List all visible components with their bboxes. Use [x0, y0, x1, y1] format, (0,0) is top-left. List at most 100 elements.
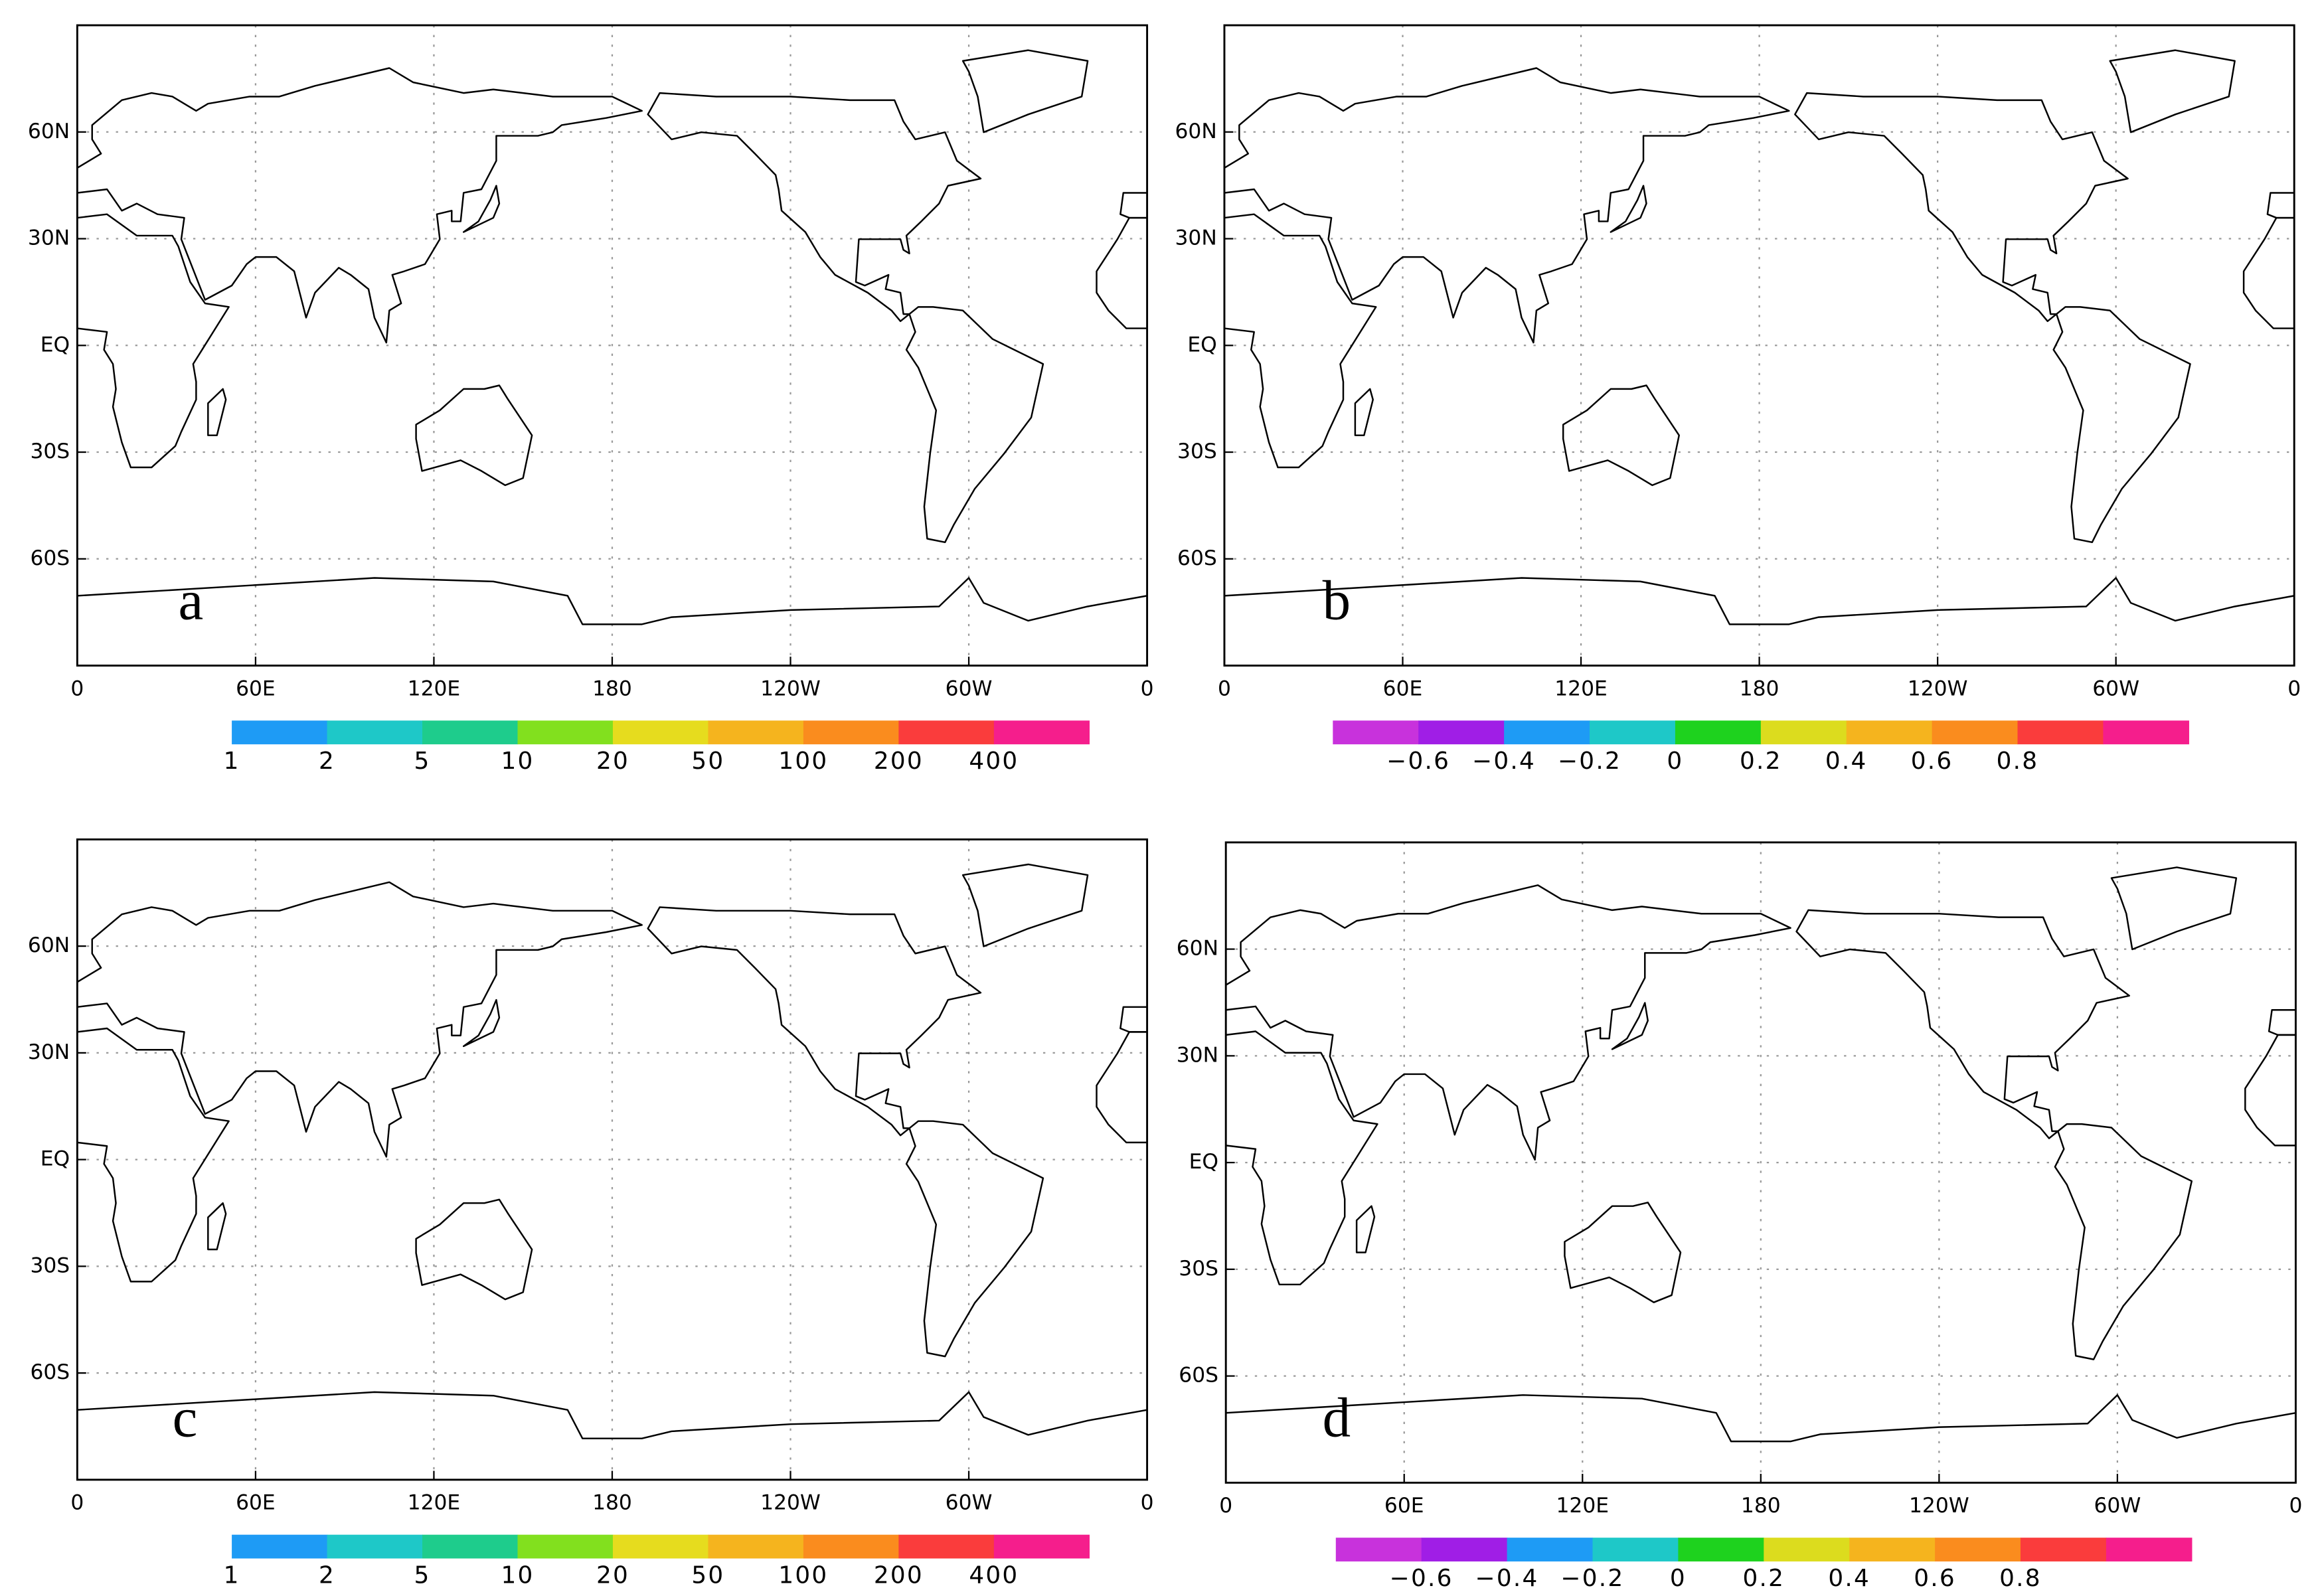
colorbar-label: 10: [501, 748, 534, 775]
colorbar-box: [1335, 1538, 1422, 1561]
x-tick-label: 60E: [236, 1491, 276, 1515]
colorbar-label: 0.6: [1911, 748, 1953, 775]
y-tick-label: 60S: [30, 546, 70, 570]
colorbar-box: [1849, 1538, 1936, 1561]
x-tick-label: 0: [2289, 1494, 2302, 1518]
colorbar-box: [422, 720, 519, 745]
colorbar-label: 0.4: [1828, 1565, 1870, 1592]
colorbar-box: [803, 720, 900, 745]
colorbar-label: 50: [691, 1561, 724, 1589]
x-tick-label: 0: [2287, 677, 2301, 700]
y-tick-label: 30N: [28, 1040, 70, 1064]
y-tick-label: 30S: [1179, 1257, 1218, 1281]
colorbar-label: 1: [224, 1561, 240, 1589]
y-tick-label: 60N: [28, 933, 70, 957]
panel-label: d: [1323, 1386, 1351, 1449]
colorbar-label: 1: [224, 748, 240, 775]
colorbar-box: [803, 1534, 900, 1559]
map-panel: 60S 30S EQ 30N 60N 0 60E 120E 180 120W 60W 0: [28, 838, 1154, 1515]
colorbar-box: [1507, 1538, 1594, 1561]
colorbar-box: [898, 720, 995, 745]
colorbar-label: 0.2: [1742, 1565, 1785, 1592]
plot-frame: [1223, 24, 2295, 667]
colorbar-label: 50: [691, 748, 724, 775]
map-panel: 60S 30S EQ 30N 60N 0 60E 120E 180 120W 60W 0: [1175, 24, 2301, 700]
colorbar-box: [1678, 1538, 1764, 1561]
colorbar-box: [1675, 720, 1762, 745]
y-tick-label: EQ: [41, 333, 70, 357]
colorbar-label: 0: [1667, 748, 1683, 775]
colorbar-label: −0.2: [1558, 748, 1621, 775]
x-tick-label: 60E: [1384, 1494, 1424, 1518]
y-tick-label: 30N: [1175, 226, 1216, 250]
colorbar-label: −0.4: [1472, 748, 1536, 775]
x-tick-label: 120W: [760, 677, 821, 700]
colorbar-box: [1333, 720, 1419, 745]
colorbar-label: −0.6: [1390, 1565, 1453, 1592]
x-tick-label: 0: [70, 1491, 84, 1515]
colorbar-label: 0.2: [1740, 748, 1782, 775]
y-tick-label: 60N: [1177, 937, 1218, 961]
x-tick-label: 120W: [760, 1491, 821, 1515]
x-tick-label: 60W: [2094, 1494, 2141, 1518]
y-tick-label: 60S: [30, 1360, 70, 1384]
y-tick-label: 30N: [1177, 1043, 1218, 1067]
x-tick-label: 120E: [408, 1491, 461, 1515]
colorbar-label: 2: [319, 1561, 335, 1589]
x-tick-label: 60W: [2092, 677, 2139, 700]
colorbar-label: 200: [874, 748, 924, 775]
colorbar-box: [898, 1534, 995, 1559]
colorbar-box: [327, 720, 423, 745]
colorbar-box: [2017, 720, 2104, 745]
y-tick-label: 60N: [28, 120, 70, 143]
x-tick-label: 120E: [1556, 1494, 1609, 1518]
colorbar-label: 0.4: [1825, 748, 1868, 775]
colorbar-label: −0.4: [1475, 1565, 1539, 1592]
colorbar-label: 0.6: [1914, 1565, 1956, 1592]
colorbar-box: [517, 1534, 614, 1559]
colorbar-box: [2106, 1538, 2193, 1561]
colorbar-label: 100: [778, 1561, 828, 1589]
x-tick-label: 0: [1218, 677, 1231, 700]
y-tick-label: 60S: [1179, 1364, 1218, 1388]
map-panel: 60S 30S EQ 30N 60N 0 60E 120E 180 120W 60W 0: [28, 24, 1154, 700]
plot-frame: [1224, 841, 2297, 1484]
colorbar-label: −0.2: [1561, 1565, 1625, 1592]
x-tick-label: 120W: [1908, 677, 1968, 700]
colorbar-box: [993, 1534, 1090, 1559]
colorbar-label: 0.8: [1999, 1565, 2042, 1592]
colorbar-label: 200: [874, 1561, 924, 1589]
y-tick-label: 30N: [28, 226, 70, 250]
colorbar-box: [327, 1534, 423, 1559]
colorbar-label: 400: [969, 748, 1019, 775]
colorbar-label: 10: [501, 1561, 534, 1589]
colorbar-box: [1421, 1538, 1508, 1561]
y-tick-label: EQ: [1187, 333, 1216, 357]
x-tick-label: 120E: [408, 677, 461, 700]
x-tick-label: 180: [1740, 677, 1780, 700]
colorbar-box: [1418, 720, 1505, 745]
panel-label: c: [173, 1386, 198, 1449]
y-tick-label: EQ: [1189, 1150, 1218, 1174]
colorbar-box: [1504, 720, 1590, 745]
colorbar-box: [1935, 1538, 2021, 1561]
x-tick-label: 180: [1741, 1494, 1781, 1518]
colorbar-label: 400: [969, 1561, 1019, 1589]
plot-frame: [76, 838, 1149, 1481]
colorbar-box: [1932, 720, 2019, 745]
x-tick-label: 120E: [1554, 677, 1608, 700]
x-tick-label: 60W: [946, 1491, 993, 1515]
colorbar-box: [232, 1534, 328, 1559]
colorbar-label: 100: [778, 748, 828, 775]
colorbar-label: 20: [596, 1561, 629, 1589]
x-tick-label: 120W: [1909, 1494, 1969, 1518]
y-tick-label: 60N: [1175, 120, 1216, 143]
colorbar-box: [1846, 720, 1933, 745]
x-tick-label: 0: [1141, 677, 1154, 700]
colorbar-box: [1592, 1538, 1679, 1561]
colorbar-label: 20: [596, 748, 629, 775]
x-tick-label: 180: [592, 677, 632, 700]
